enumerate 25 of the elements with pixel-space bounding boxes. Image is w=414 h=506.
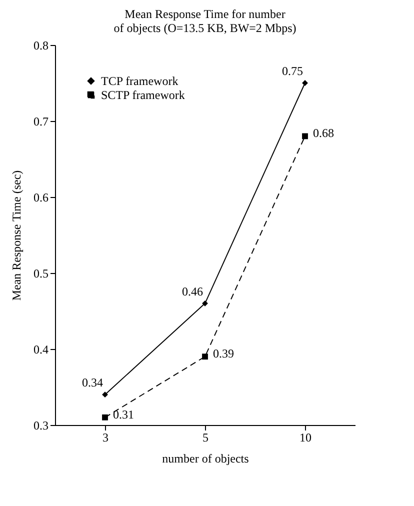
- y-tick-label: 0.3: [34, 418, 48, 432]
- y-tick-label: 0.7: [34, 114, 48, 128]
- x-tick-label: 5: [202, 430, 208, 444]
- x-tick-label: 10: [300, 430, 312, 444]
- point: [202, 300, 208, 306]
- x-tick-label: 3: [102, 430, 108, 444]
- point: [102, 414, 108, 420]
- y-tick-label: 0.8: [34, 38, 48, 52]
- legend-label: TCP framework: [101, 74, 178, 88]
- data-label: 0.39: [213, 346, 234, 361]
- point: [302, 133, 308, 140]
- data-label: 0.31: [113, 407, 134, 422]
- y-tick-label: 0.6: [34, 190, 48, 204]
- y-tick-label: 0.4: [34, 342, 48, 356]
- data-label: 0.68: [313, 126, 334, 140]
- data-label: 0.34: [82, 376, 103, 390]
- legend-label: SCTP framework: [101, 88, 185, 102]
- point: [102, 392, 108, 398]
- chart-title: Mean Response Time for number of objects (O=13.5 KB, BW=2 Mbps): [114, 7, 296, 35]
- x-axis-title: number of objects: [162, 452, 250, 466]
- y-axis-title: Mean Response Time (sec): [10, 170, 24, 301]
- y-tick-label: 0.5: [34, 266, 48, 280]
- data-label: 0.46: [182, 284, 203, 298]
- data-label: 0.75: [282, 64, 303, 78]
- point: [202, 354, 208, 360]
